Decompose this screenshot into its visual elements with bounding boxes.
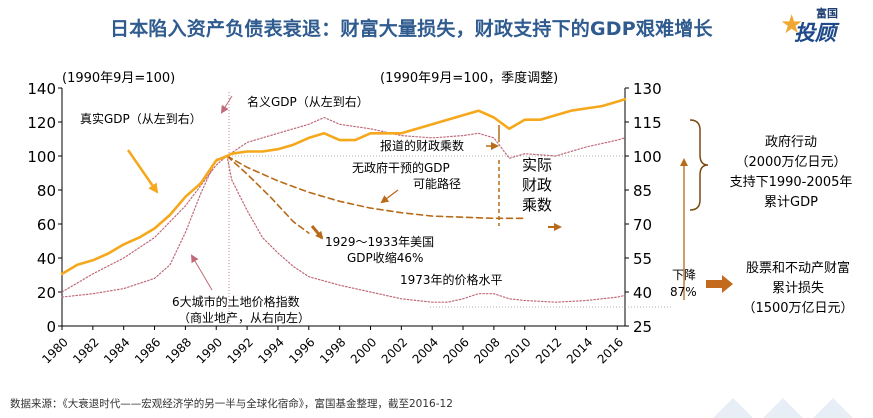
label-gov-action-3: 支持下1990-2005年 [730, 175, 853, 190]
x-tick-label: 2006 [440, 335, 471, 366]
label-us-2: GDP收缩46% [347, 250, 423, 265]
x-tick-label: 1992 [225, 335, 256, 366]
label-real-gdp: 真实GDP（从左到右） [80, 111, 202, 126]
page-title: 日本陷入资产负债表衰退：财富大量损失，财政支持下的GDP艰难增长 [110, 18, 713, 40]
y-right-tick-label: 40 [633, 284, 652, 302]
x-tick-label: 2014 [564, 335, 595, 366]
label-land-1: 6大城市的土地价格指数 [172, 294, 300, 309]
y-right-tick-label: 85 [633, 182, 652, 200]
x-tick-label: 2002 [379, 335, 410, 366]
star-icon: ★ [780, 10, 804, 40]
x-tick-label: 1998 [317, 335, 348, 366]
arrow-no-gov [380, 189, 399, 204]
label-wealth-loss-3: （1500万亿日元） [742, 301, 853, 316]
label-price-1973: 1973年的价格水平 [400, 272, 503, 287]
x-tick-label: 1988 [163, 335, 194, 366]
label-actual-multiplier-1: 实际 [522, 156, 552, 174]
source-note: 数据来源：《大衰退时代——宏观经济学的另一半与全球化宿命》，富国基金整理，截至2… [10, 398, 453, 410]
y-left-tick-label: 60 [37, 216, 56, 234]
logo-top-text: 富国 [816, 7, 838, 20]
y-right-tick-label: 130 [633, 80, 662, 98]
label-gov-action-4: 累计GDP [764, 195, 818, 210]
y-left-tick-label: 80 [37, 182, 56, 200]
label-actual-multiplier-2: 财政 [522, 176, 552, 194]
y-left-tick-label: 120 [27, 114, 56, 132]
y-left-tick-label: 140 [27, 80, 56, 98]
right-axis-note: (1990年9月=100，季度调整) [380, 70, 558, 86]
logo-main-text: 投顾 [794, 21, 836, 45]
x-tick-label: 1994 [255, 335, 286, 366]
x-tick-label: 2010 [502, 335, 533, 366]
label-decline-2: 87% [670, 285, 697, 299]
x-tick-label: 2000 [348, 335, 379, 366]
label-nominal-gdp: 名义GDP（从左到右） [247, 94, 369, 109]
x-tick-label: 2012 [533, 335, 564, 366]
label-decline-1: 下降 [672, 268, 696, 282]
label-gov-action-1: 政府行动 [765, 135, 817, 150]
series-line-4 [226, 155, 310, 234]
decorative-corner [713, 398, 853, 418]
arrow-us [310, 225, 324, 240]
y-right-tick-label: 55 [633, 250, 652, 268]
x-tick-label: 2016 [595, 335, 626, 366]
brand-logo: ★ 富国 投顾 [776, 4, 868, 50]
gov-action-brace [689, 119, 709, 211]
y-left-tick-label: 20 [37, 284, 56, 302]
y-right-tick-label: 25 [633, 318, 652, 336]
y-right-tick-label: 100 [633, 148, 662, 166]
label-wealth-loss-1: 股票和不动产财富 [746, 260, 850, 276]
series-layer [60, 98, 627, 303]
arrow-land [190, 254, 213, 291]
chart: 1980 1982 1984 1986 1988 1990 1992 1994 1996 1998… [27, 70, 853, 367]
label-us-1: 1929～1933年美国 [325, 235, 434, 249]
x-tick-label: 2008 [471, 335, 502, 366]
axes [61, 88, 672, 327]
wealth-loss-arrow [706, 275, 733, 293]
x-tick-label: 2004 [410, 335, 441, 366]
x-tick-label: 1990 [194, 335, 225, 366]
label-no-gov-2: 可能路径 [413, 176, 461, 191]
series-line-2 [61, 155, 626, 303]
arrow-real-gdp [126, 149, 159, 194]
label-reported-multiplier: 报道的财政乘数 [380, 138, 464, 153]
arrow-nominal-gdp [220, 95, 233, 114]
label-no-gov-1: 无政府干预的GDP [352, 160, 450, 175]
y-right-tick-label: 70 [633, 216, 652, 234]
x-tick-label: 1986 [132, 335, 163, 366]
y-left-tick-label: 40 [37, 250, 56, 268]
series-line-0 [60, 98, 627, 276]
y-left-tick-label: 0 [46, 318, 56, 336]
series-line-3 [226, 155, 526, 220]
y-right-tick-label: 115 [633, 114, 662, 132]
x-tick-label: 1980 [39, 335, 70, 366]
left-axis-note: (1990年9月=100) [62, 71, 175, 86]
label-gov-action-2: （2000万亿日元） [735, 155, 846, 170]
series-line-1 [61, 116, 626, 293]
x-tick-label: 1996 [286, 335, 317, 366]
label-actual-multiplier-3: 乘数 [522, 196, 552, 214]
label-land-2: （商业地产，从右向左） [178, 310, 310, 325]
y-left-tick-label: 100 [27, 148, 56, 166]
x-tick-label: 1982 [70, 335, 101, 366]
x-tick-label: 1984 [101, 335, 132, 366]
label-wealth-loss-2: 累计损失 [772, 281, 824, 296]
